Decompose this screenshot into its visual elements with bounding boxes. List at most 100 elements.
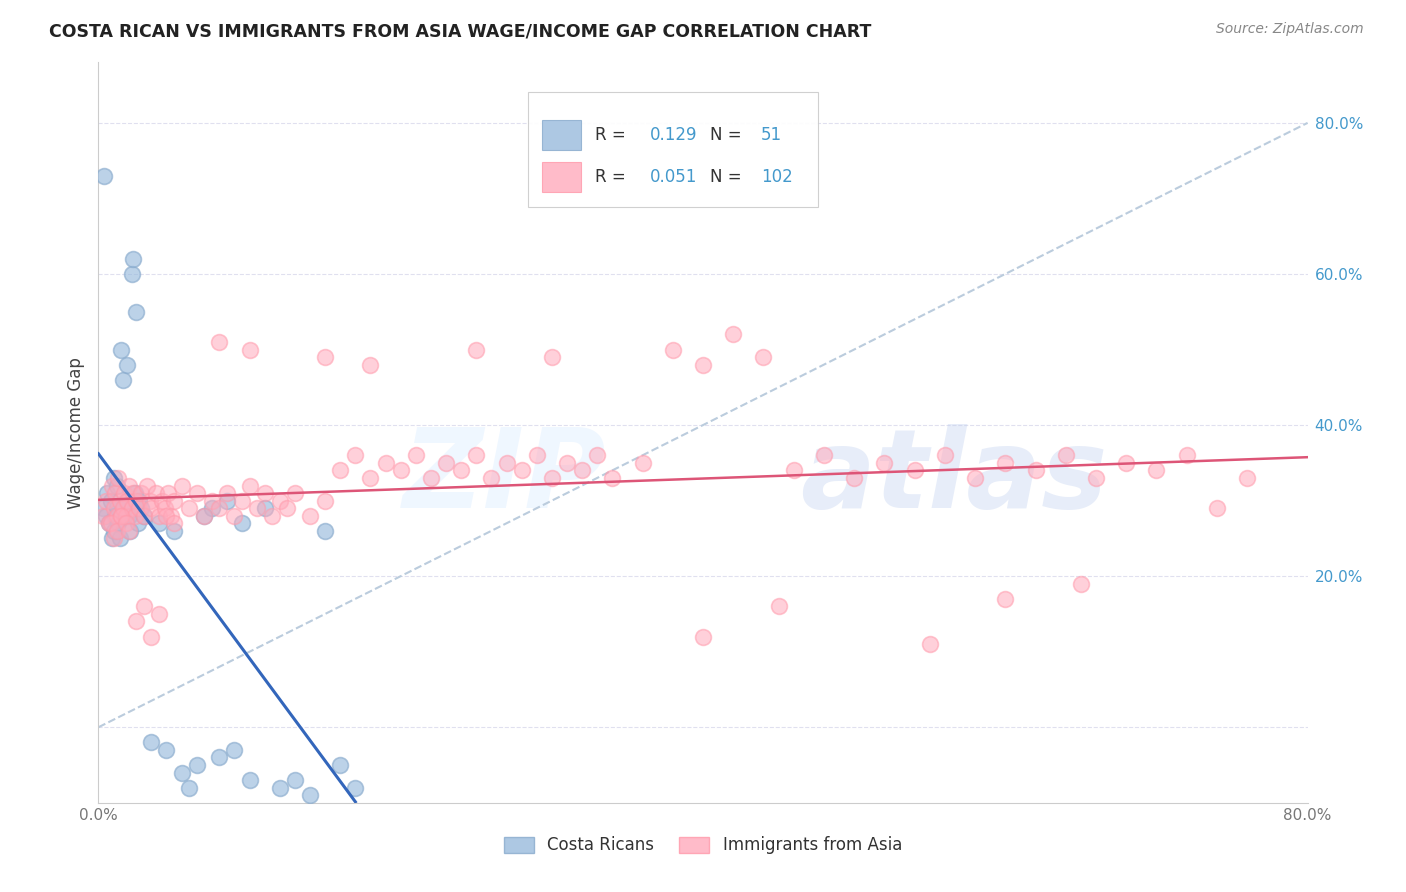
Point <box>246 501 269 516</box>
Point <box>96 486 118 500</box>
Point <box>115 493 138 508</box>
Point <box>100 493 122 508</box>
Point <box>153 501 176 516</box>
Point <box>269 780 291 795</box>
Point <box>128 501 150 516</box>
Y-axis label: Wage/Income Gap: Wage/Income Gap <box>67 357 86 508</box>
Point <box>110 508 132 523</box>
Point <box>1144 463 1167 477</box>
Point <box>118 478 141 492</box>
Point <box>450 463 472 477</box>
Point <box>107 471 129 485</box>
Point <box>179 780 201 795</box>
Text: 0.051: 0.051 <box>650 169 697 186</box>
Point <box>602 471 624 485</box>
Point <box>434 456 457 470</box>
Point <box>314 350 336 364</box>
Point <box>276 501 298 516</box>
Point <box>100 516 122 531</box>
Point <box>540 471 562 485</box>
Point <box>170 765 193 780</box>
Point <box>124 486 146 500</box>
Point <box>495 456 517 470</box>
Point <box>844 471 866 485</box>
Point <box>103 532 125 546</box>
Point <box>94 493 117 508</box>
Point <box>239 773 262 788</box>
Point <box>160 508 183 523</box>
Point <box>111 508 134 523</box>
Point <box>105 501 128 516</box>
Point <box>104 508 127 523</box>
Point <box>114 516 136 531</box>
Point <box>179 501 201 516</box>
Point <box>208 750 231 764</box>
Point <box>115 358 138 372</box>
Text: 51: 51 <box>761 126 782 144</box>
Point <box>224 743 246 757</box>
Text: 102: 102 <box>761 169 793 186</box>
Point <box>231 516 253 531</box>
Point <box>201 493 224 508</box>
Point <box>107 516 129 531</box>
Point <box>239 478 262 492</box>
Point <box>481 471 503 485</box>
Point <box>752 350 775 364</box>
Point <box>122 252 145 266</box>
Point <box>783 463 806 477</box>
Point <box>994 591 1017 606</box>
Point <box>114 493 136 508</box>
Point <box>105 478 128 492</box>
Point <box>239 343 262 357</box>
Point <box>120 524 142 538</box>
Point <box>904 463 927 477</box>
Point <box>215 486 238 500</box>
Point <box>215 493 238 508</box>
Point <box>98 516 121 531</box>
Point <box>186 758 208 772</box>
Point <box>201 501 224 516</box>
Point <box>692 358 714 372</box>
Point <box>540 350 562 364</box>
Point <box>129 501 152 516</box>
Point <box>723 327 745 342</box>
Point <box>344 780 367 795</box>
Point <box>163 516 186 531</box>
Point <box>121 501 143 516</box>
Point <box>108 493 131 508</box>
Point <box>186 486 208 500</box>
Point <box>91 508 114 523</box>
Text: R =: R = <box>595 169 631 186</box>
Point <box>1175 448 1198 462</box>
Point <box>111 373 134 387</box>
Point <box>314 493 336 508</box>
Point <box>124 508 146 523</box>
Point <box>661 343 683 357</box>
Point <box>155 508 177 523</box>
Point <box>231 493 253 508</box>
Point <box>125 615 148 629</box>
Text: N =: N = <box>710 169 747 186</box>
Point <box>405 448 427 462</box>
FancyBboxPatch shape <box>543 162 581 192</box>
FancyBboxPatch shape <box>543 120 581 150</box>
Text: ZIP: ZIP <box>402 424 606 531</box>
Text: N =: N = <box>710 126 747 144</box>
Point <box>104 486 127 500</box>
Point <box>141 630 163 644</box>
Point <box>1054 448 1077 462</box>
Point <box>314 524 336 538</box>
Point <box>269 493 291 508</box>
Point <box>108 532 131 546</box>
Point <box>112 486 135 500</box>
Point <box>145 486 167 500</box>
Point <box>329 463 352 477</box>
Point <box>121 267 143 281</box>
Point <box>103 471 125 485</box>
Point <box>344 448 367 462</box>
Text: COSTA RICAN VS IMMIGRANTS FROM ASIA WAGE/INCOME GAP CORRELATION CHART: COSTA RICAN VS IMMIGRANTS FROM ASIA WAGE… <box>49 22 872 40</box>
Point <box>389 463 412 477</box>
Point <box>1236 471 1258 485</box>
Text: atlas: atlas <box>800 424 1107 531</box>
Point <box>465 448 488 462</box>
